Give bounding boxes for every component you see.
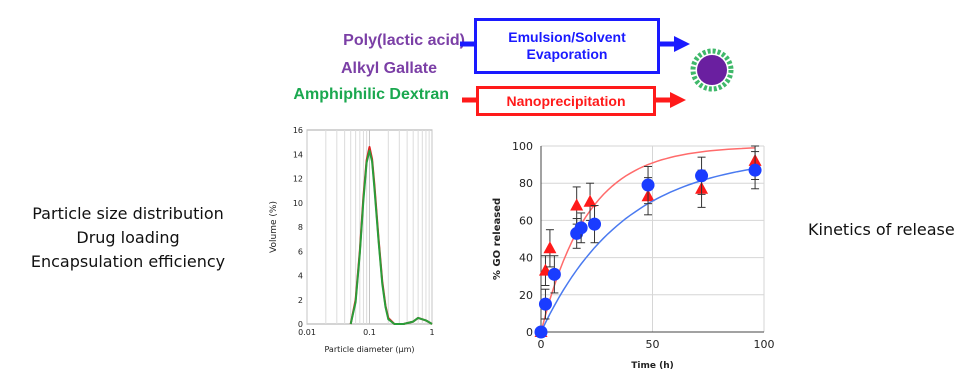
red-arrowhead xyxy=(670,92,686,108)
label-kinetics-of-release: Kinetics of release xyxy=(808,220,955,239)
data-point-circle xyxy=(574,221,588,235)
emulsion-evaporation-box: Emulsion/Solvent Evaporation xyxy=(474,18,660,74)
data-point-circle xyxy=(538,297,552,311)
label-drug-loading: Drug loading xyxy=(76,228,180,247)
ingredient-poly-lactic-acid: Poly(lactic acid) xyxy=(343,32,465,49)
blue-arrowhead xyxy=(674,36,690,52)
data-point-triangle xyxy=(570,198,584,211)
y-tick-label: 2 xyxy=(298,296,303,305)
y-tick-label: 14 xyxy=(293,150,303,159)
y-tick-label: 16 xyxy=(293,126,303,135)
y-tick-label: 20 xyxy=(519,289,533,302)
left-labels: Particle size distribution Drug loading … xyxy=(8,202,248,274)
y-tick-label: 40 xyxy=(519,252,533,265)
y-axis-label: Volume (%) xyxy=(269,201,279,253)
data-point-circle xyxy=(695,169,709,183)
x-axis-label: Particle diameter (µm) xyxy=(324,345,414,354)
data-point-triangle xyxy=(543,241,557,254)
x-tick-label: 0.01 xyxy=(298,328,316,337)
label-particle-size: Particle size distribution xyxy=(32,204,224,223)
x-tick-label: 0 xyxy=(538,338,545,351)
y-tick-label: 0 xyxy=(298,320,303,329)
data-point-triangle xyxy=(583,194,597,207)
data-point-circle xyxy=(748,163,762,177)
data-point-circle xyxy=(534,325,548,339)
release-kinetics-chart: 0 20 40 60 80 100 0 50 100 Time (h) % GO released xyxy=(492,140,775,371)
data-point-circle xyxy=(547,267,561,281)
x-tick-label: 0.1 xyxy=(363,328,376,337)
y-tick-label: 8 xyxy=(298,223,303,232)
label-encapsulation: Encapsulation efficiency xyxy=(30,252,226,271)
nanoprecipitation-label: Nanoprecipitation xyxy=(506,92,626,109)
y-tick-label: 6 xyxy=(298,247,303,256)
emulsion-label-line1: Emulsion/Solvent xyxy=(508,29,626,45)
process-arrows xyxy=(460,36,734,108)
series-line-1 xyxy=(349,149,433,325)
y-tick-label: 80 xyxy=(519,177,533,190)
x-tick-label: 100 xyxy=(754,338,775,351)
y-tick-label: 0 xyxy=(526,326,533,339)
emulsion-label-line2: Evaporation xyxy=(526,46,608,62)
data-point-circle xyxy=(588,217,602,231)
data-point-circle xyxy=(641,178,655,192)
x-tick-label: 1 xyxy=(429,328,434,337)
y-tick-label: 4 xyxy=(298,272,303,281)
y-axis-label: % GO released xyxy=(492,198,503,280)
y-tick-label: 10 xyxy=(293,199,303,208)
y-tick-label: 60 xyxy=(519,214,533,227)
y-tick-label: 100 xyxy=(512,140,533,153)
nanoprecipitation-box: Nanoprecipitation xyxy=(476,86,656,116)
ingredient-amphiphilic-dextran: Amphiphilic Dextran xyxy=(293,86,449,103)
y-tick-label: 12 xyxy=(293,175,303,184)
x-axis-label: Time (h) xyxy=(631,361,673,371)
ingredient-alkyl-gallate: Alkyl Gallate xyxy=(340,60,437,77)
x-tick-label: 50 xyxy=(646,338,660,351)
nanoparticle-icon xyxy=(690,48,734,92)
